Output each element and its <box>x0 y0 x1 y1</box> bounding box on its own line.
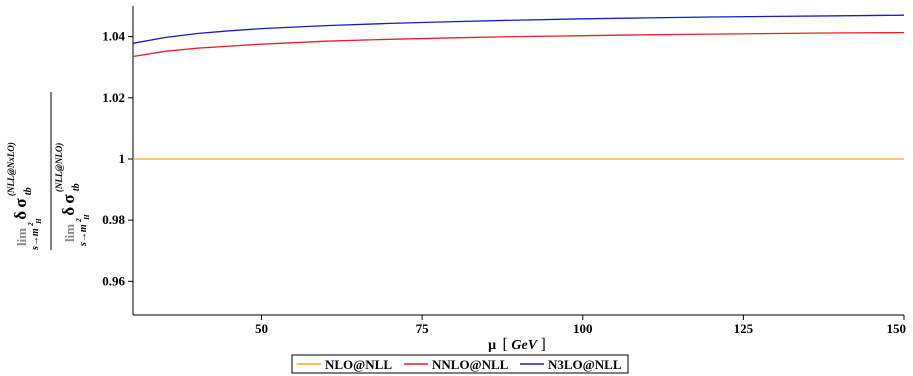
x-tick-label: 50 <box>255 321 268 336</box>
y-axis-label: lim δ σ tb (NLL@NxLO) s→m 2 H lim δ σ tb… <box>6 92 91 251</box>
y-label-den-sigma: σ <box>59 194 78 204</box>
y-label-num-limit-sub: s→m <box>30 228 41 251</box>
series-line-n3lo-at-nll <box>132 14 905 44</box>
y-tick-label: 1.02 <box>102 90 125 105</box>
y-label-num-delta: δ <box>11 211 30 220</box>
y-tick-label: 1.04 <box>102 29 125 44</box>
x-tick-label: 75 <box>416 321 430 336</box>
x-axis-label-unit: GeV <box>511 338 538 353</box>
x-tick-label: 150 <box>887 321 907 336</box>
y-label-num-superscript: (NLL@NxLO) <box>6 142 16 196</box>
y-label-den-superscript: (NLL@NLO) <box>54 143 64 192</box>
legend-item: NLO@NLL <box>297 357 392 372</box>
series-line-nnlo-at-nll <box>132 31 905 58</box>
x-tick-label: 125 <box>734 321 754 336</box>
legend-item: NNLO@NLL <box>404 357 509 372</box>
y-label-den-delta: δ <box>59 207 78 216</box>
legend: NLO@NLL NNLO@NLL N3LO@NLL <box>291 354 629 374</box>
x-ticks: 50 75 100 125 150 <box>255 315 906 336</box>
x-axis-label-main: μ <box>488 338 496 353</box>
y-tick-label: 0.98 <box>102 212 125 227</box>
y-label-num-limit-sub-idx: H <box>35 218 43 225</box>
legend-label: NNLO@NLL <box>432 357 509 372</box>
y-tick-label: 1 <box>119 151 126 166</box>
y-label-den-limit-sub-idx: H <box>83 214 91 221</box>
x-axis-label: μ [ GeV ] <box>488 336 546 353</box>
svg-text:s→m 2 H: s→m 2 H <box>25 218 43 251</box>
svg-text:s→m 2 H: s→m 2 H <box>73 214 91 247</box>
y-label-num-limit-sub-sup: 2 <box>27 222 35 227</box>
x-axis-label-bracket-close: ] <box>541 336 546 353</box>
y-label-num-lim: lim <box>14 228 29 246</box>
x-tick-label: 100 <box>573 321 593 336</box>
y-label-num-index: tb <box>23 187 34 195</box>
y-tick-label: 0.96 <box>102 273 125 288</box>
legend-label: N3LO@NLL <box>548 357 622 372</box>
y-label-num-sigma: σ <box>11 198 30 208</box>
y-label-den-lim: lim <box>62 224 77 242</box>
y-label-den-limit-sub-sup: 2 <box>75 218 83 223</box>
legend-box <box>291 354 629 374</box>
svg-text:lim δ σ: lim δ σ tb (NLL@NLO) <box>54 143 82 242</box>
x-axis-label-bracket-open: [ <box>503 336 508 353</box>
series-lines <box>132 14 905 160</box>
svg-text:lim δ σ: lim δ σ tb (NLL@NxLO) <box>6 142 34 246</box>
y-label-den-limit-sub: s→m <box>78 224 89 247</box>
y-ticks: 0.96 0.98 1 1.02 1.04 <box>102 29 133 288</box>
y-label-den-index: tb <box>71 183 82 191</box>
legend-item: N3LO@NLL <box>520 357 622 372</box>
legend-label: NLO@NLL <box>325 357 392 372</box>
